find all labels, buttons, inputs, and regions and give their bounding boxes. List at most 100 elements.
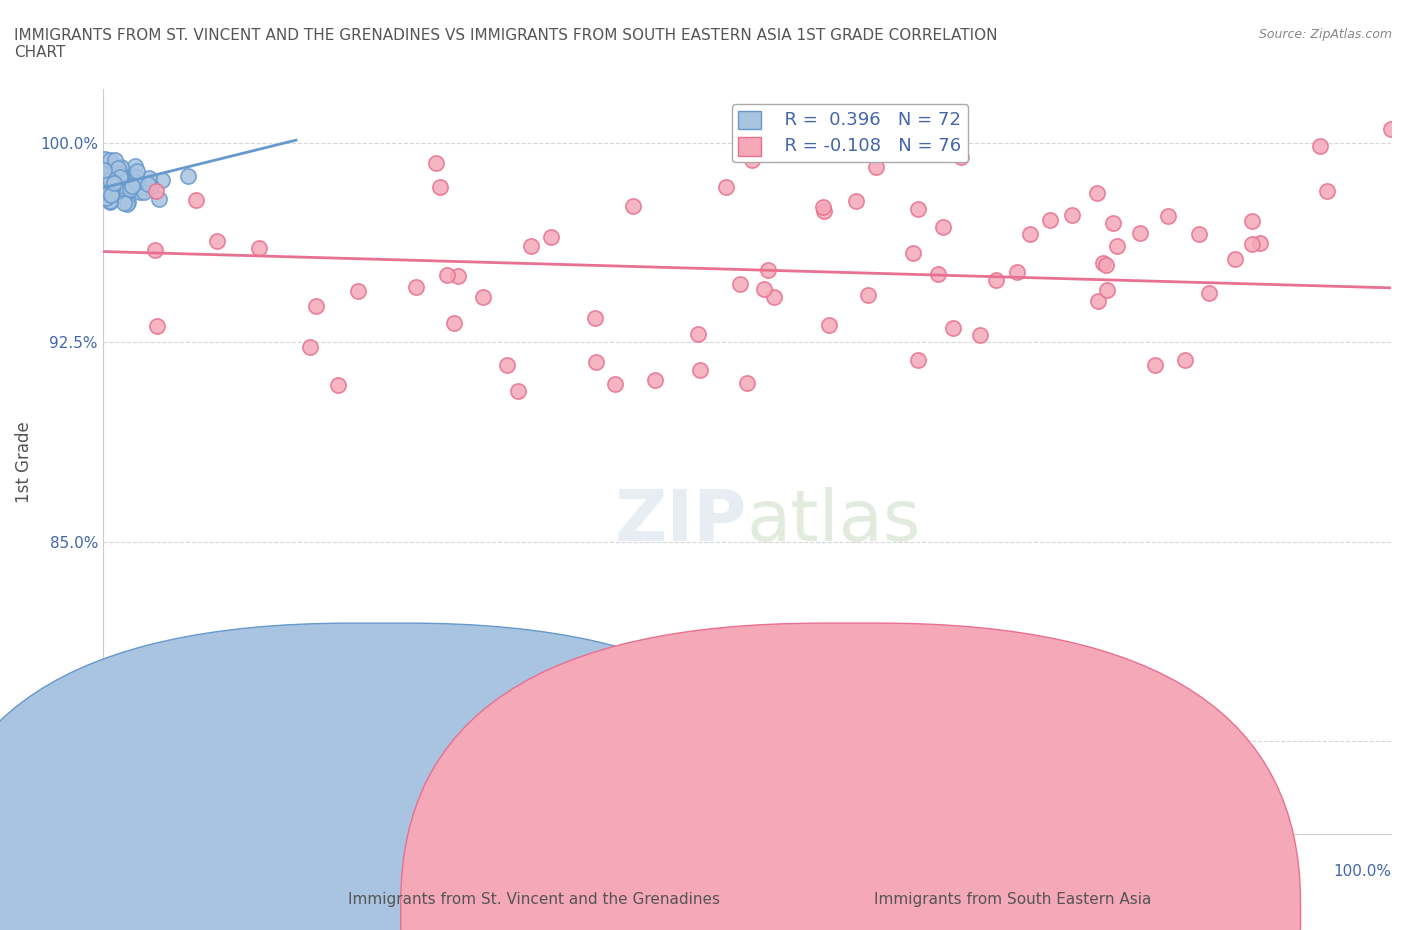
Point: [1198, 286, 1220, 300]
Point: [984, 272, 1007, 287]
Point: [520, 238, 543, 253]
Point: [103, 176, 125, 191]
Point: [1102, 215, 1125, 230]
Point: [425, 156, 447, 171]
Point: [1091, 256, 1114, 271]
Point: [756, 262, 779, 277]
Point: [101, 181, 124, 196]
Text: Immigrants from South Eastern Asia: Immigrants from South Eastern Asia: [873, 892, 1152, 907]
Point: [205, 233, 228, 248]
Point: [813, 203, 835, 218]
Point: [762, 289, 785, 304]
Point: [117, 194, 139, 209]
Point: [328, 378, 350, 392]
Point: [96, 172, 118, 187]
Point: [932, 219, 955, 234]
Point: [105, 183, 128, 198]
Point: [1005, 264, 1028, 279]
Point: [93, 181, 115, 196]
Point: [120, 166, 142, 181]
Point: [1309, 139, 1331, 153]
Point: [644, 373, 666, 388]
Point: [969, 327, 991, 342]
Point: [107, 177, 129, 192]
Point: [1188, 227, 1211, 242]
Point: [107, 160, 129, 175]
Point: [1087, 293, 1109, 308]
Point: [506, 383, 529, 398]
Point: [405, 279, 427, 294]
Point: [146, 318, 169, 333]
Point: [138, 170, 160, 185]
Point: [741, 153, 763, 167]
Point: [125, 175, 148, 190]
Point: [247, 241, 270, 256]
Point: [752, 281, 775, 296]
Point: [1249, 235, 1271, 250]
Point: [129, 185, 152, 200]
Point: [93, 174, 115, 189]
Text: IMMIGRANTS FROM ST. VINCENT AND THE GRENADINES VS IMMIGRANTS FROM SOUTH EASTERN : IMMIGRANTS FROM ST. VINCENT AND THE GREN…: [14, 28, 998, 60]
Point: [942, 321, 965, 336]
Point: [125, 173, 148, 188]
Y-axis label: 1st Grade: 1st Grade: [15, 421, 32, 502]
Point: [730, 277, 752, 292]
Point: [145, 184, 167, 199]
Point: [1157, 208, 1180, 223]
Point: [97, 171, 120, 186]
Point: [97, 172, 120, 187]
Point: [93, 177, 115, 192]
Point: [114, 195, 136, 210]
Text: 0.0%: 0.0%: [103, 864, 142, 879]
Point: [112, 169, 135, 184]
Point: [96, 179, 118, 193]
Point: [1143, 357, 1166, 372]
Point: [96, 168, 118, 183]
Point: [98, 193, 121, 208]
Point: [496, 357, 519, 372]
Point: [585, 354, 607, 369]
Point: [110, 160, 132, 175]
Point: [93, 174, 115, 189]
Point: [1095, 258, 1118, 272]
Point: [98, 172, 121, 187]
Point: [1174, 353, 1197, 368]
Point: [143, 243, 166, 258]
Point: [93, 152, 115, 166]
Point: [101, 174, 124, 189]
Point: [447, 268, 470, 283]
Point: [121, 179, 143, 194]
Point: [865, 160, 887, 175]
Point: [472, 290, 495, 305]
Point: [148, 192, 170, 206]
Point: [110, 166, 132, 181]
Point: [98, 153, 121, 167]
Point: [100, 187, 122, 202]
Point: [100, 186, 122, 201]
Point: [844, 193, 866, 208]
Point: [858, 287, 880, 302]
Point: [93, 189, 115, 204]
Point: [136, 177, 159, 192]
Point: [605, 377, 627, 392]
Point: [94, 191, 117, 206]
Point: [118, 181, 141, 196]
Point: [1240, 237, 1263, 252]
Text: atlas: atlas: [747, 487, 921, 556]
Point: [907, 202, 929, 217]
Point: [1039, 213, 1062, 228]
Point: [1240, 213, 1263, 228]
Point: [98, 194, 121, 209]
Point: [1316, 183, 1339, 198]
Point: [176, 168, 198, 183]
Point: [101, 179, 124, 194]
Point: [125, 169, 148, 184]
Point: [436, 268, 458, 283]
Point: [893, 123, 915, 138]
Point: [714, 179, 737, 194]
Point: [1019, 227, 1042, 242]
Point: [103, 166, 125, 180]
Point: [907, 352, 929, 367]
Point: [1225, 252, 1247, 267]
Point: [115, 197, 138, 212]
